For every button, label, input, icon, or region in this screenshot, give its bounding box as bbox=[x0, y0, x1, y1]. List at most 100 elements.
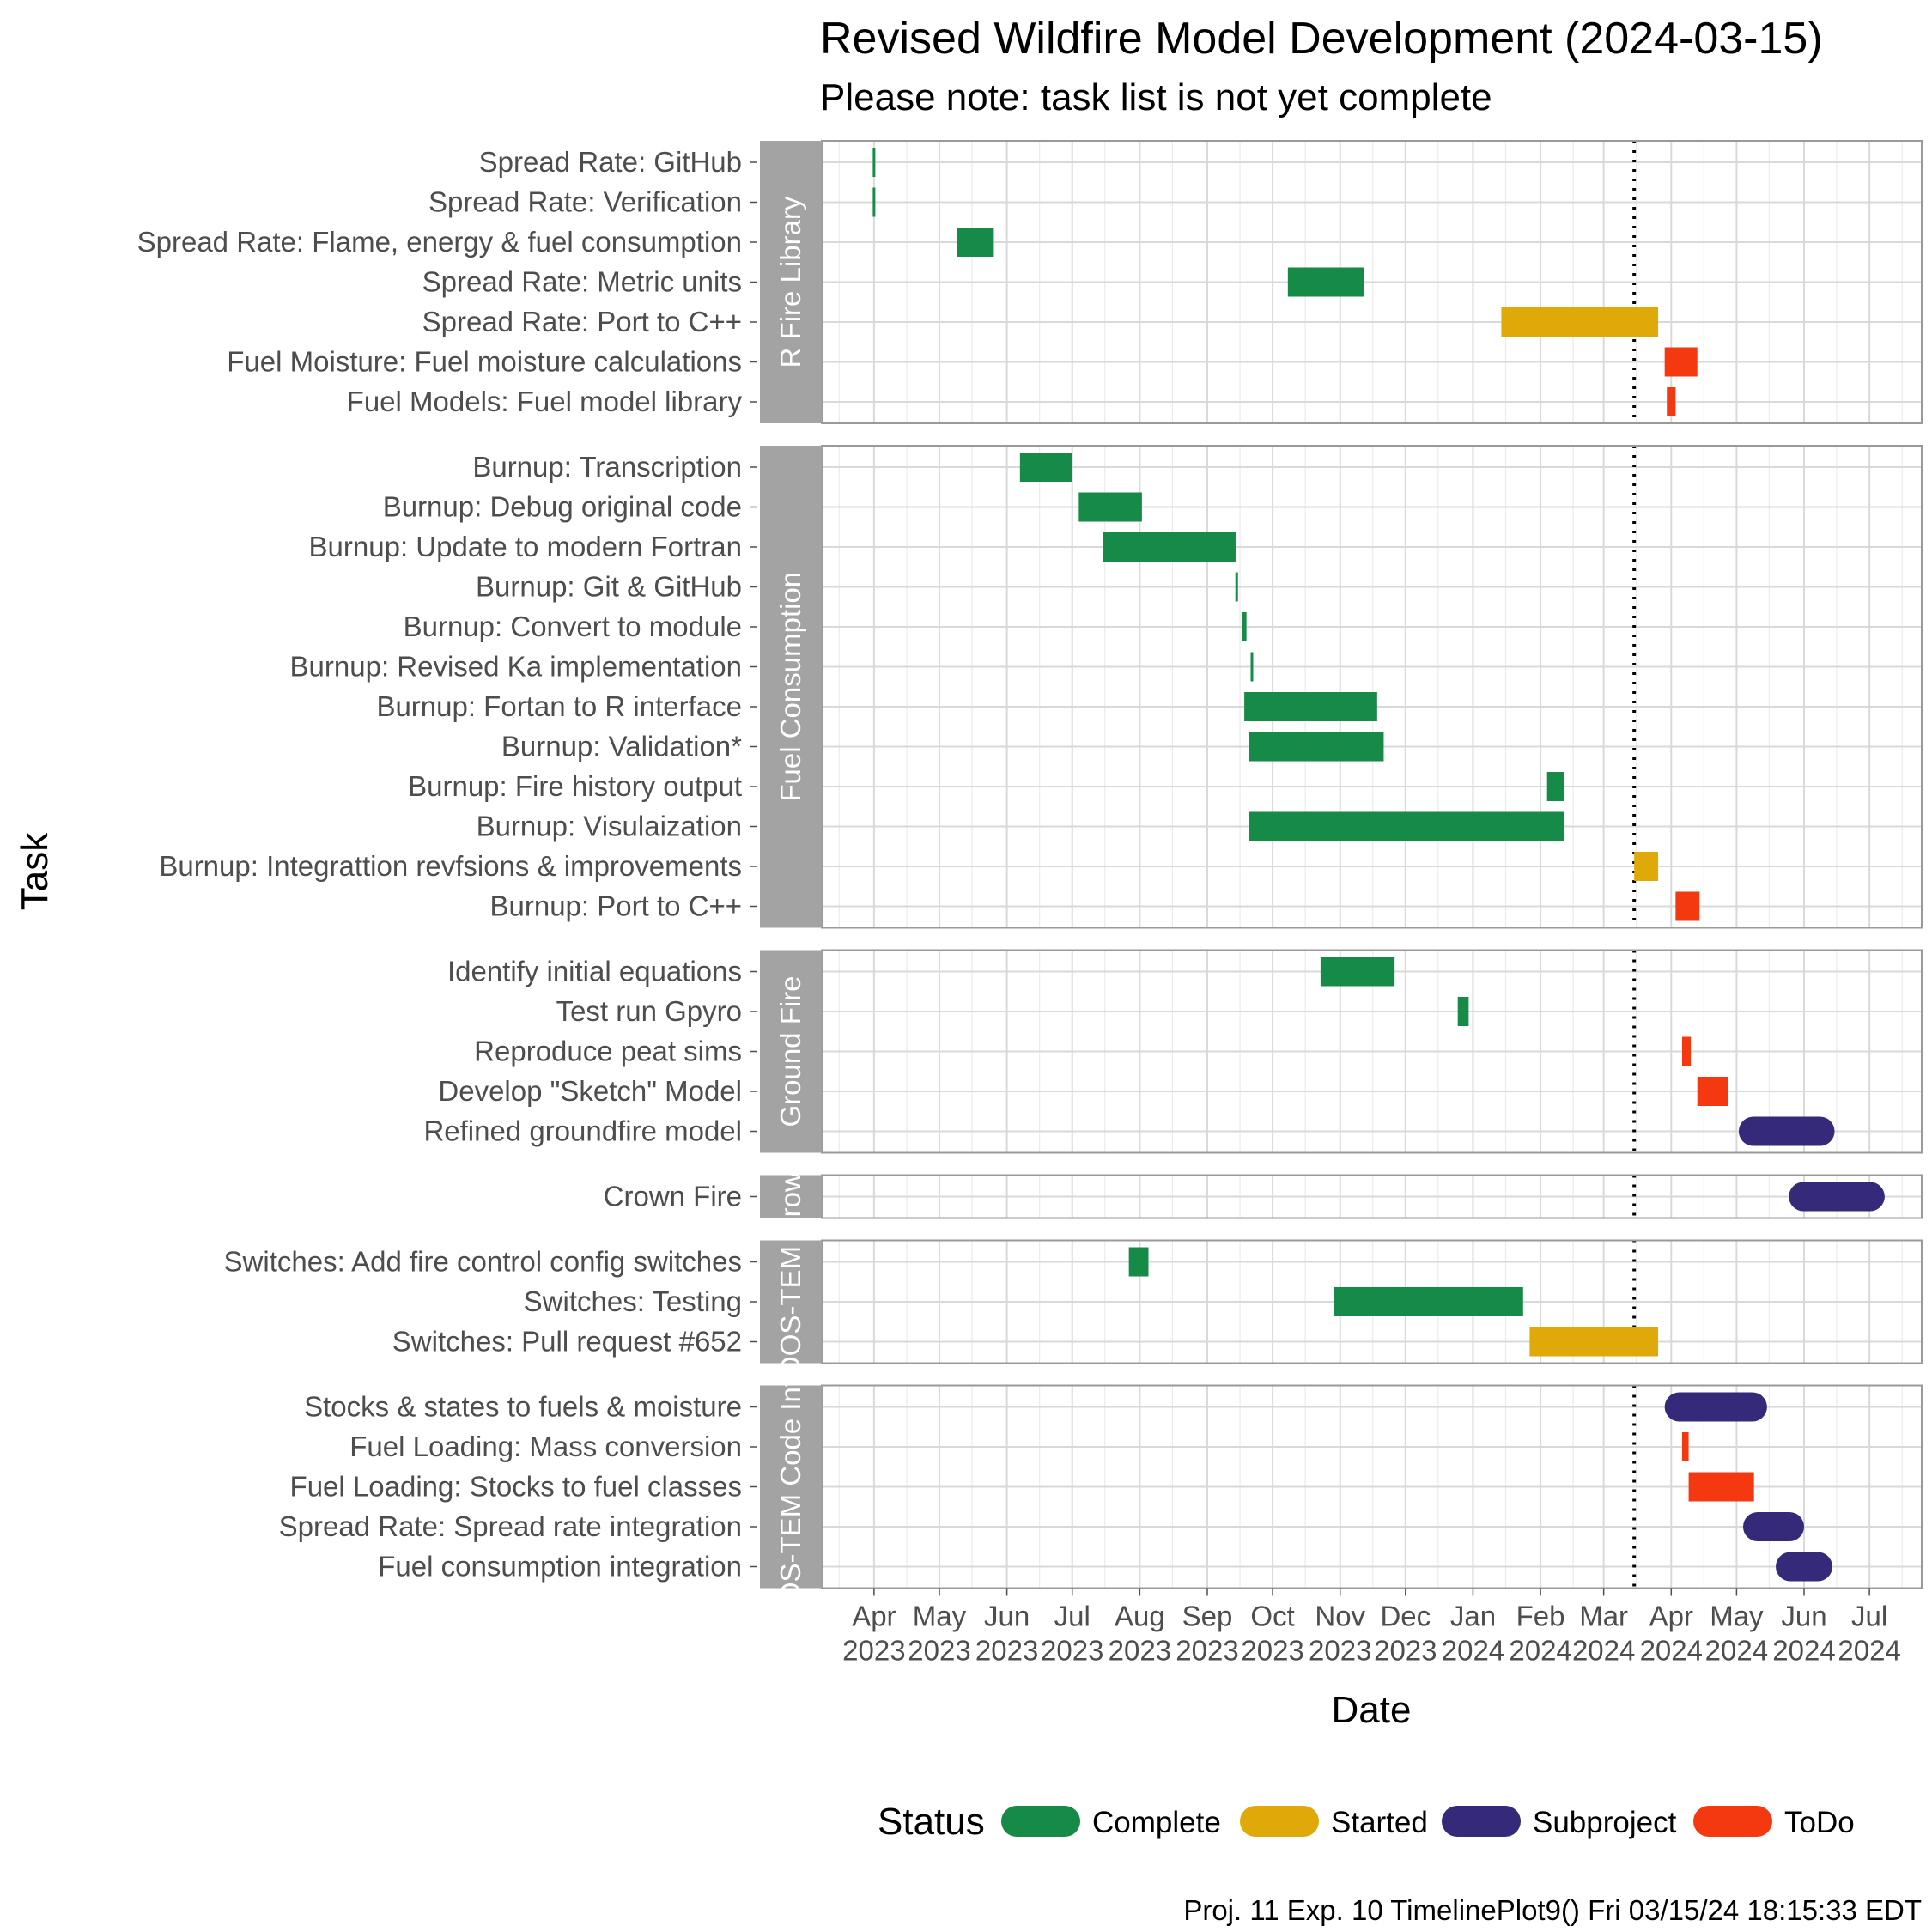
facet-strip-clip: Fuel Consumption bbox=[775, 572, 806, 802]
x-tick-month: Mar bbox=[1579, 1601, 1628, 1632]
task-label: Burnup: Debug original code bbox=[383, 491, 742, 523]
task-bar bbox=[1334, 1287, 1523, 1316]
task-bar bbox=[1681, 1036, 1692, 1066]
task-label: Crown Fire bbox=[604, 1181, 742, 1212]
task-label: Fuel Loading: Mass conversion bbox=[349, 1431, 742, 1462]
x-tick-month: Aug bbox=[1115, 1601, 1165, 1632]
facet-strip-clip: Crown bbox=[775, 1156, 806, 1237]
x-tick-month: Dec bbox=[1380, 1601, 1431, 1632]
task-label: Test run Gpyro bbox=[556, 995, 742, 1027]
task-bar bbox=[1244, 692, 1377, 721]
task-label: Burnup: Revised Ka implementation bbox=[290, 651, 742, 683]
task-label: Burnup: Validation* bbox=[501, 731, 742, 762]
legend-key bbox=[1442, 1806, 1521, 1837]
legend-key bbox=[1001, 1806, 1080, 1837]
legend-label: Complete bbox=[1092, 1806, 1221, 1839]
x-tick-year: 2023 bbox=[1309, 1635, 1371, 1667]
facet-strip bbox=[760, 141, 822, 423]
task-bar bbox=[1634, 852, 1659, 881]
facet-strip bbox=[760, 1175, 822, 1218]
x-tick-year: 2023 bbox=[1176, 1635, 1238, 1667]
task-label: Fuel consumption integration bbox=[378, 1551, 742, 1583]
facet-strip bbox=[760, 1240, 822, 1364]
facet-strip-label: Crown bbox=[775, 1156, 806, 1237]
legend-key bbox=[1693, 1806, 1772, 1837]
x-tick-month: Nov bbox=[1315, 1601, 1365, 1632]
facet-strip bbox=[760, 446, 822, 928]
task-label: Switches: Testing bbox=[524, 1285, 742, 1317]
x-tick-month: May bbox=[913, 1601, 967, 1632]
facet-strip-label: Ground Fire bbox=[775, 975, 806, 1127]
x-tick-month: Apr bbox=[1649, 1601, 1693, 1632]
task-bar bbox=[1742, 1512, 1805, 1541]
legend-key bbox=[1240, 1806, 1319, 1837]
task-bar bbox=[872, 148, 876, 177]
task-label: Stocks & states to fuels & moisture bbox=[304, 1391, 742, 1423]
task-bar bbox=[1078, 492, 1142, 522]
task-bar bbox=[1250, 652, 1254, 682]
panel-2: Burnup: Transcription Burnup: Debug origi… bbox=[159, 445, 1923, 929]
x-tick-month: Jul bbox=[1054, 1601, 1091, 1632]
x-tick-year: 2023 bbox=[842, 1635, 905, 1667]
task-label: Burnup: Fire history output bbox=[408, 770, 742, 802]
facet-strip-clip: DVM-DOS-TEM fire wn bbox=[775, 1241, 806, 1364]
panels: Spread Rate: GitHub Spread Rate: Verifica… bbox=[137, 140, 1923, 1589]
chart-subtitle: Please note: task list is not yet comple… bbox=[820, 76, 1492, 118]
task-bar bbox=[1789, 1182, 1885, 1212]
legend-title: Status bbox=[878, 1801, 985, 1843]
x-tick-year: 2024 bbox=[1572, 1635, 1635, 1667]
task-bar bbox=[1235, 572, 1238, 602]
x-axis: Apr2023May2023Jun2023Jul2023Aug2023Sep20… bbox=[842, 1588, 1901, 1667]
panel-6: Stocks & states to fuels & moisture Fuel … bbox=[279, 1384, 1923, 1589]
legend: Status Complete Started Subproject ToDo bbox=[878, 1801, 1855, 1843]
task-bar bbox=[1103, 532, 1236, 562]
caption: Proj. 11 Exp. 10 TimelinePlot9() Fri 03/… bbox=[1183, 1894, 1922, 1926]
x-tick-month: Sep bbox=[1182, 1601, 1233, 1632]
x-tick-month: Jun bbox=[984, 1601, 1030, 1632]
task-bar bbox=[1738, 1116, 1835, 1146]
x-tick-month: Oct bbox=[1250, 1601, 1294, 1632]
task-label: Develop "Sketch" Model bbox=[438, 1075, 742, 1107]
task-bar bbox=[957, 228, 994, 257]
task-bar bbox=[1529, 1327, 1659, 1357]
task-label: Burnup: Git & GitHub bbox=[476, 571, 742, 603]
task-label: Fuel Models: Fuel model library bbox=[347, 386, 743, 417]
legend-label: Subproject bbox=[1533, 1806, 1677, 1839]
x-tick-month: Jan bbox=[1450, 1601, 1496, 1632]
legend-label: Started bbox=[1331, 1806, 1428, 1839]
x-tick-year: 2023 bbox=[1109, 1635, 1171, 1667]
x-tick-year: 2024 bbox=[1640, 1635, 1703, 1667]
x-tick-month: Feb bbox=[1516, 1601, 1565, 1632]
facet-strip bbox=[760, 1385, 822, 1589]
task-bar bbox=[1664, 1392, 1767, 1422]
task-label: Fuel Loading: Stocks to fuel classes bbox=[290, 1471, 742, 1503]
task-label: Spread Rate: Verification bbox=[428, 186, 742, 218]
x-tick-year: 2024 bbox=[1705, 1635, 1768, 1667]
task-bar bbox=[1664, 347, 1698, 377]
x-tick-month: Apr bbox=[852, 1601, 896, 1632]
panel-5: Switches: Add fire control config switch… bbox=[224, 1239, 1923, 1364]
facet-strip bbox=[760, 950, 822, 1153]
task-bar bbox=[1688, 1472, 1754, 1502]
panel-4: Crown Fire Crown bbox=[604, 1156, 1923, 1237]
facet-strip-clip: Ground Fire bbox=[775, 975, 806, 1127]
x-tick-year: 2024 bbox=[1509, 1635, 1571, 1667]
task-label: Burnup: Fortan to R interface bbox=[376, 690, 742, 722]
facet-strip-label: R Fire Library bbox=[775, 196, 806, 368]
panel-background bbox=[822, 446, 1922, 928]
task-bar bbox=[1320, 957, 1395, 987]
task-label: Burnup: Convert to module bbox=[404, 611, 742, 642]
facet-strip-clip: DVM-DOS-TEM Code Integration bbox=[775, 1386, 806, 1589]
task-label: Reproduce peat sims bbox=[474, 1036, 742, 1067]
task-label: Burnup: Transcription bbox=[472, 451, 742, 483]
task-label: Spread Rate: Spread rate integration bbox=[279, 1510, 742, 1542]
x-tick-year: 2024 bbox=[1838, 1635, 1900, 1667]
panel-3: Identify initial equations Test run Gpyro… bbox=[423, 949, 1923, 1154]
task-bar bbox=[1128, 1247, 1149, 1277]
task-label: Burnup: Integrattion revfsions & improve… bbox=[159, 850, 742, 882]
task-label: Identify initial equations bbox=[447, 956, 742, 987]
facet-strip-clip: R Fire Library bbox=[775, 196, 806, 368]
task-bar bbox=[1546, 772, 1564, 801]
chart-title: Revised Wildfire Model Development (2024… bbox=[820, 14, 1823, 64]
